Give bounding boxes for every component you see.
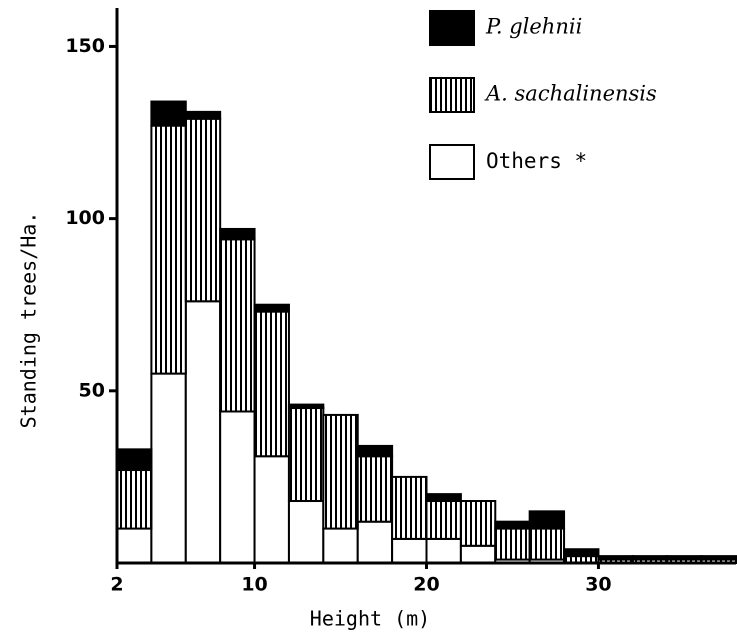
y-tick-label: 100 — [65, 207, 105, 229]
bar-segment — [253, 455, 290, 564]
legend-label: Others * — [486, 149, 587, 173]
legend-swatch — [429, 10, 475, 46]
bar-segment — [391, 537, 428, 564]
bar-segment — [150, 372, 187, 564]
y-tick-label: 50 — [79, 379, 105, 401]
bar-segment — [253, 303, 290, 313]
bar-segment — [700, 555, 737, 561]
legend-swatch — [429, 77, 475, 113]
bar-segment — [425, 537, 462, 564]
bar-segment — [116, 527, 153, 564]
bar-segment — [116, 469, 153, 530]
bar-segment — [391, 475, 428, 540]
bar-segment — [184, 300, 222, 564]
legend-label: P. glehnii — [485, 15, 582, 39]
bar-segment — [219, 238, 256, 413]
bar-segment — [150, 100, 187, 127]
bar-segment — [287, 500, 325, 565]
bar-segment — [356, 455, 394, 523]
x-tick-label: 10 — [241, 574, 267, 596]
bar-segment — [116, 448, 153, 472]
bar-segment — [253, 310, 290, 458]
x-axis-label: Height (m) — [310, 607, 430, 631]
legend-label: A. sachalinensis — [484, 82, 657, 106]
bar-segment — [184, 110, 222, 120]
bar-segment — [287, 403, 325, 410]
bar-segment — [631, 555, 669, 561]
bar-segment — [322, 527, 359, 564]
bar-segment — [528, 510, 566, 530]
bar-segment — [459, 544, 497, 564]
bar-segment — [666, 555, 703, 561]
bar-segment — [459, 500, 497, 547]
bar-segment — [425, 500, 462, 540]
bar-segment — [494, 520, 531, 530]
x-tick-label: 2 — [110, 574, 123, 596]
bar-segment — [150, 124, 187, 375]
bar-segment — [287, 407, 325, 503]
bar-segment — [563, 548, 600, 558]
legend-swatch — [429, 144, 475, 180]
x-tick-label: 20 — [413, 574, 439, 596]
bar-segment — [219, 410, 256, 564]
bar-segment — [528, 527, 566, 561]
x-tick-label: 30 — [585, 574, 611, 596]
bar-segment — [494, 527, 531, 561]
y-axis-label: Standing trees/Ha. — [17, 212, 41, 429]
bar-segment — [184, 117, 222, 303]
y-tick-label: 150 — [65, 35, 105, 57]
bar-segment — [356, 520, 394, 564]
bar-segment — [597, 555, 634, 561]
bar-segment — [425, 493, 462, 503]
bar-segment — [322, 413, 359, 530]
bar-segment — [356, 444, 394, 458]
bar-segment — [219, 227, 256, 241]
